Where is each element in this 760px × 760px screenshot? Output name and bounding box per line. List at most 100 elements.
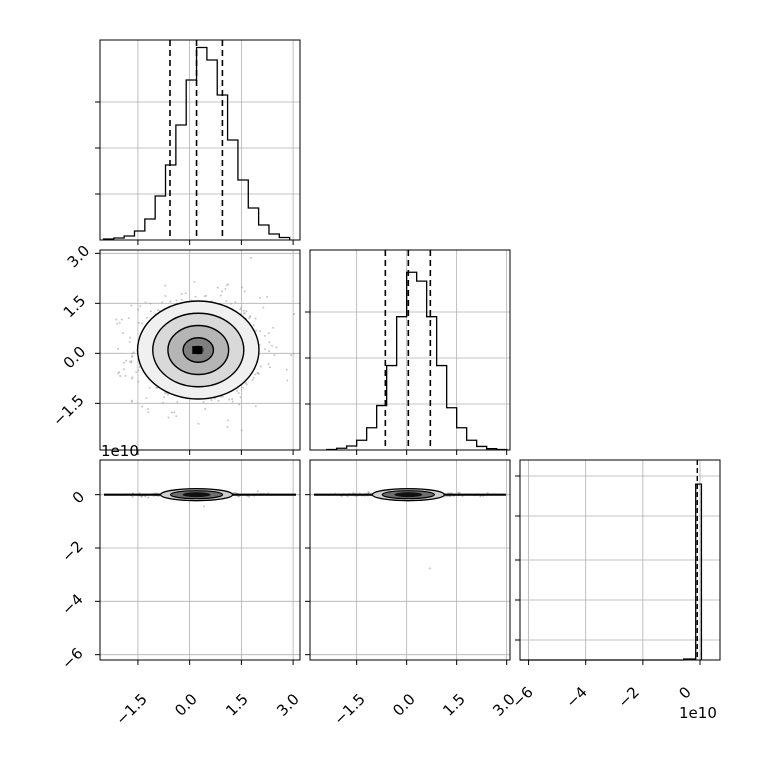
scatter-point — [234, 301, 237, 304]
scatter-point — [149, 310, 152, 313]
scatter-point — [275, 346, 278, 349]
scatter-point — [137, 321, 140, 324]
y-tick-label: 3.0 — [64, 242, 94, 272]
scatter-point — [259, 365, 262, 368]
contour-line — [371, 488, 445, 502]
x-tick-label: 1.5 — [439, 690, 469, 720]
scatter-point — [138, 366, 141, 368]
scatter-point — [202, 401, 205, 404]
scatter-point — [252, 376, 255, 379]
scatter-point — [233, 491, 236, 494]
scatter-point — [164, 295, 167, 297]
scatter-point — [252, 324, 255, 326]
scatter-point — [117, 347, 120, 350]
scatter-point — [124, 374, 127, 377]
scatter-point — [231, 398, 234, 401]
scatter-point — [137, 380, 140, 383]
scatter-point — [273, 354, 276, 357]
axes-frame — [99, 459, 301, 661]
x-tick-label: −2 — [614, 683, 642, 711]
y-tick-labels-param-2: 3.0 1.5 0.0 −1.5 — [49, 242, 93, 430]
scatter-point — [130, 377, 133, 380]
hist-param-3-panel — [515, 459, 721, 665]
scatter-point — [221, 290, 223, 293]
scatter-point — [167, 393, 169, 396]
scatter-point — [171, 411, 174, 414]
scatter-point — [239, 396, 242, 399]
contour-line — [159, 488, 234, 502]
scatter-point — [240, 286, 243, 289]
scatter-param-2-vs-param-3-panel — [305, 459, 511, 665]
scatter-point — [243, 312, 246, 315]
scatter-point — [161, 401, 164, 404]
scatter-point — [194, 295, 197, 298]
axes-frame — [309, 249, 511, 451]
axes-frame — [519, 459, 721, 661]
scatter-point — [140, 495, 143, 498]
contour-line — [152, 312, 245, 388]
scatter-point — [122, 368, 125, 371]
x-tick-label: −1.5 — [330, 690, 368, 728]
scatter-point — [131, 495, 134, 498]
scatter-point — [116, 322, 119, 325]
contour-line — [167, 324, 230, 376]
scatter-point — [135, 371, 138, 374]
scatter-point — [120, 318, 123, 321]
scatter-param-1-vs-param-3-panel — [95, 459, 301, 665]
scatter-point — [141, 405, 143, 408]
scatter-point — [268, 366, 271, 369]
scatter-point — [254, 405, 257, 408]
x-tick-label: 1.5 — [222, 690, 252, 720]
scatter-point — [264, 348, 266, 351]
y-tick-label: −1.5 — [49, 391, 87, 429]
scatter-point — [256, 490, 259, 493]
scatter-point — [132, 351, 135, 354]
x-tick-label: −4 — [562, 683, 590, 711]
scatter-point — [242, 386, 245, 389]
scatter-point — [257, 373, 260, 375]
x-offset-label: 1e10 — [679, 704, 717, 722]
y-tick-label: −6 — [58, 644, 86, 672]
scatter-point — [266, 295, 268, 298]
scatter-point — [164, 392, 167, 395]
scatter-points — [327, 491, 496, 570]
hist-param-2-panel — [305, 249, 511, 455]
scatter-point — [267, 363, 270, 366]
scatter-point — [148, 386, 151, 389]
x-tick-labels-param-3: −6 −4 −2 0 — [508, 683, 694, 711]
scatter-point — [245, 381, 247, 384]
scatter-point — [204, 408, 207, 410]
x-tick-label: 0.0 — [171, 690, 201, 720]
scatter-point — [293, 313, 296, 316]
scatter-point — [272, 326, 275, 329]
scatter-point — [123, 361, 126, 364]
y-tick-label: 0.0 — [60, 343, 90, 373]
scatter-point — [137, 308, 140, 311]
scatter-point — [268, 350, 271, 353]
axes-frame — [99, 39, 301, 241]
scatter-point — [263, 334, 266, 337]
axes-frame — [99, 249, 301, 451]
scatter-point — [118, 321, 121, 324]
scatter-point — [144, 301, 147, 304]
scatter-point — [180, 298, 183, 301]
scatter-point — [169, 300, 172, 303]
scatter-point — [197, 422, 200, 425]
scatter-point — [238, 403, 241, 406]
histogram-step — [326, 271, 508, 451]
scatter-point — [139, 305, 142, 308]
scatter-point — [203, 295, 206, 298]
scatter-point — [119, 375, 122, 377]
scatter-point — [240, 429, 243, 432]
scatter-point — [243, 290, 246, 293]
scatter-point — [227, 283, 230, 286]
scatter-point — [184, 292, 187, 295]
scatter-point — [228, 398, 231, 401]
scatter-point — [115, 318, 118, 321]
grid-lines — [310, 250, 510, 450]
scatter-point — [128, 341, 131, 343]
scatter-point — [286, 379, 289, 382]
scatter-point — [217, 399, 220, 402]
scatter-point — [229, 302, 232, 305]
scatter-point — [271, 344, 273, 347]
